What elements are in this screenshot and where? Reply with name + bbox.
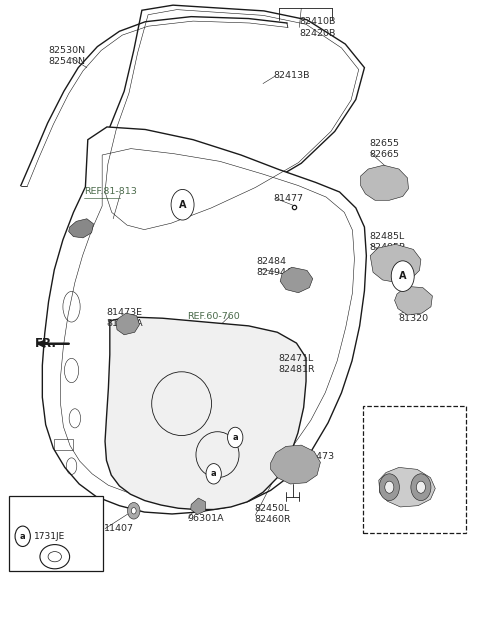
Polygon shape (370, 244, 421, 282)
Circle shape (411, 473, 431, 500)
Circle shape (228, 427, 243, 448)
Circle shape (206, 464, 221, 484)
Circle shape (416, 481, 425, 493)
Polygon shape (379, 467, 435, 507)
Text: 82484
82494A: 82484 82494A (257, 257, 293, 277)
Polygon shape (69, 219, 94, 238)
Text: REF.81-813: REF.81-813 (84, 187, 137, 196)
Text: 82410B
82420B: 82410B 82420B (300, 17, 336, 38)
FancyBboxPatch shape (363, 406, 467, 533)
Text: A: A (179, 200, 186, 210)
Text: FR.: FR. (35, 337, 57, 350)
Text: 11407: 11407 (104, 524, 133, 533)
Text: 82655
82665: 82655 82665 (369, 139, 399, 158)
Polygon shape (271, 445, 321, 484)
Polygon shape (116, 313, 140, 335)
Circle shape (15, 526, 30, 546)
Text: 81477: 81477 (274, 194, 303, 203)
Text: 96301A: 96301A (187, 514, 224, 523)
Text: (SAFETY): (SAFETY) (384, 419, 426, 427)
FancyBboxPatch shape (9, 496, 103, 571)
Polygon shape (280, 267, 313, 293)
Circle shape (132, 507, 136, 514)
Text: 82413B: 82413B (274, 72, 310, 81)
Text: 82485L
82495R: 82485L 82495R (369, 232, 406, 252)
Text: a: a (211, 469, 216, 479)
Text: A: A (399, 271, 407, 281)
Text: REF.60-760: REF.60-760 (187, 312, 240, 321)
Polygon shape (395, 286, 432, 315)
Circle shape (171, 189, 194, 220)
Text: a: a (232, 433, 238, 442)
Text: 81473E
81483A: 81473E 81483A (106, 308, 143, 328)
Circle shape (391, 261, 414, 291)
Circle shape (379, 473, 399, 500)
Polygon shape (105, 317, 306, 509)
Text: 82450L: 82450L (384, 509, 419, 518)
Circle shape (128, 502, 140, 519)
Text: 82471L
82481R: 82471L 82481R (278, 354, 315, 374)
Polygon shape (191, 498, 205, 514)
Text: 81310
81320: 81310 81320 (398, 303, 428, 323)
Circle shape (385, 481, 394, 493)
Text: a: a (20, 532, 25, 541)
Polygon shape (360, 166, 408, 200)
Text: 82450L
82460R: 82450L 82460R (254, 504, 291, 524)
Polygon shape (97, 5, 364, 231)
Text: 1731JE: 1731JE (34, 532, 65, 541)
Polygon shape (42, 127, 366, 514)
Text: 82473: 82473 (305, 452, 335, 461)
Text: 82530N
82540N: 82530N 82540N (48, 46, 86, 66)
